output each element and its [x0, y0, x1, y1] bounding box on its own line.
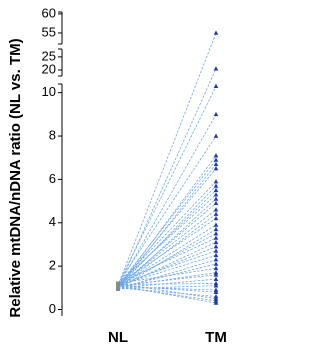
y-tick-label: 20: [42, 61, 56, 76]
nl-marker: [116, 281, 120, 286]
pair-line: [117, 85, 217, 285]
tm-marker: [213, 66, 219, 71]
tm-marker: [213, 276, 219, 281]
y-axis-label: Relative mtDNA/nDNA ratio (NL vs. TM): [7, 38, 24, 317]
tm-marker: [213, 222, 219, 227]
tm-marker: [213, 207, 219, 212]
pair-line: [117, 209, 217, 286]
tm-marker: [213, 157, 219, 162]
pair-line: [117, 233, 217, 286]
tm-marker: [213, 287, 219, 292]
x-tick-label: NL: [108, 329, 128, 346]
pair-line: [117, 189, 217, 286]
y-tick-label: 55: [42, 24, 56, 39]
tm-marker: [213, 244, 219, 249]
nl-marker: [116, 283, 120, 288]
pair-line: [117, 168, 217, 287]
tm-marker: [213, 166, 219, 171]
tm-marker: [213, 235, 219, 240]
tm-marker: [213, 261, 219, 266]
tm-marker: [213, 272, 219, 277]
tm-marker: [213, 289, 219, 294]
pair-line: [117, 159, 217, 286]
pair-line: [117, 237, 217, 284]
pair-line: [117, 185, 217, 289]
pair-line: [117, 241, 217, 289]
tm-marker: [213, 283, 219, 288]
tm-marker: [213, 280, 219, 286]
x-tick-label: TM: [205, 329, 227, 346]
y-tick-label: 4: [49, 214, 56, 229]
tm-marker: [213, 270, 219, 275]
y-tick-label: 10: [42, 84, 56, 99]
pair-line: [117, 286, 217, 302]
pair-line: [117, 250, 217, 285]
tm-marker: [213, 200, 219, 206]
tm-marker: [213, 83, 219, 88]
y-tick-label: 60: [42, 5, 56, 20]
tm-marker: [213, 196, 219, 201]
y-tick-label: 6: [49, 171, 56, 186]
pair-line: [117, 224, 217, 288]
tm-marker: [213, 183, 219, 188]
y-tick-label: 25: [42, 48, 56, 63]
pair-line: [117, 32, 217, 286]
pair-line: [117, 198, 217, 290]
tm-marker: [213, 187, 219, 193]
tm-marker: [213, 231, 219, 236]
tm-marker: [213, 298, 219, 303]
pair-line: [117, 285, 217, 293]
tm-marker: [213, 226, 219, 232]
tm-marker: [213, 30, 219, 35]
pair-line: [117, 286, 217, 291]
tm-marker: [213, 179, 219, 184]
tm-marker: [213, 192, 219, 197]
tm-marker: [213, 215, 219, 221]
y-tick-label: 2: [49, 258, 56, 273]
pair-line: [117, 181, 217, 285]
tm-marker: [213, 265, 219, 271]
tm-marker: [213, 153, 219, 158]
tm-marker: [213, 111, 219, 117]
pair-line: [117, 194, 217, 284]
pair-line: [117, 267, 217, 284]
tm-marker: [213, 133, 219, 138]
tm-marker: [213, 300, 219, 305]
y-tick-label: 0: [49, 301, 56, 316]
tm-marker: [213, 248, 219, 253]
pair-line: [117, 155, 217, 289]
pair-line: [117, 135, 217, 284]
pair-line: [117, 283, 217, 285]
tm-marker: [213, 257, 219, 262]
pair-line: [117, 285, 217, 304]
y-tick-label: 8: [49, 127, 56, 142]
tm-marker: [213, 252, 219, 258]
pair-line: [117, 274, 217, 287]
tm-marker: [213, 161, 219, 167]
pair-line: [117, 114, 217, 287]
chart: Relative mtDNA/nDNA ratio (NL vs. TM) 0 2…: [7, 5, 227, 346]
tm-marker: [213, 239, 219, 245]
tm-marker: [213, 211, 219, 216]
pair-line: [117, 228, 217, 290]
tm-marker: [213, 293, 219, 299]
pair-line: [117, 246, 217, 288]
pair-line: [117, 163, 217, 290]
pair-line: [117, 283, 217, 300]
tm-marker: [213, 296, 219, 301]
